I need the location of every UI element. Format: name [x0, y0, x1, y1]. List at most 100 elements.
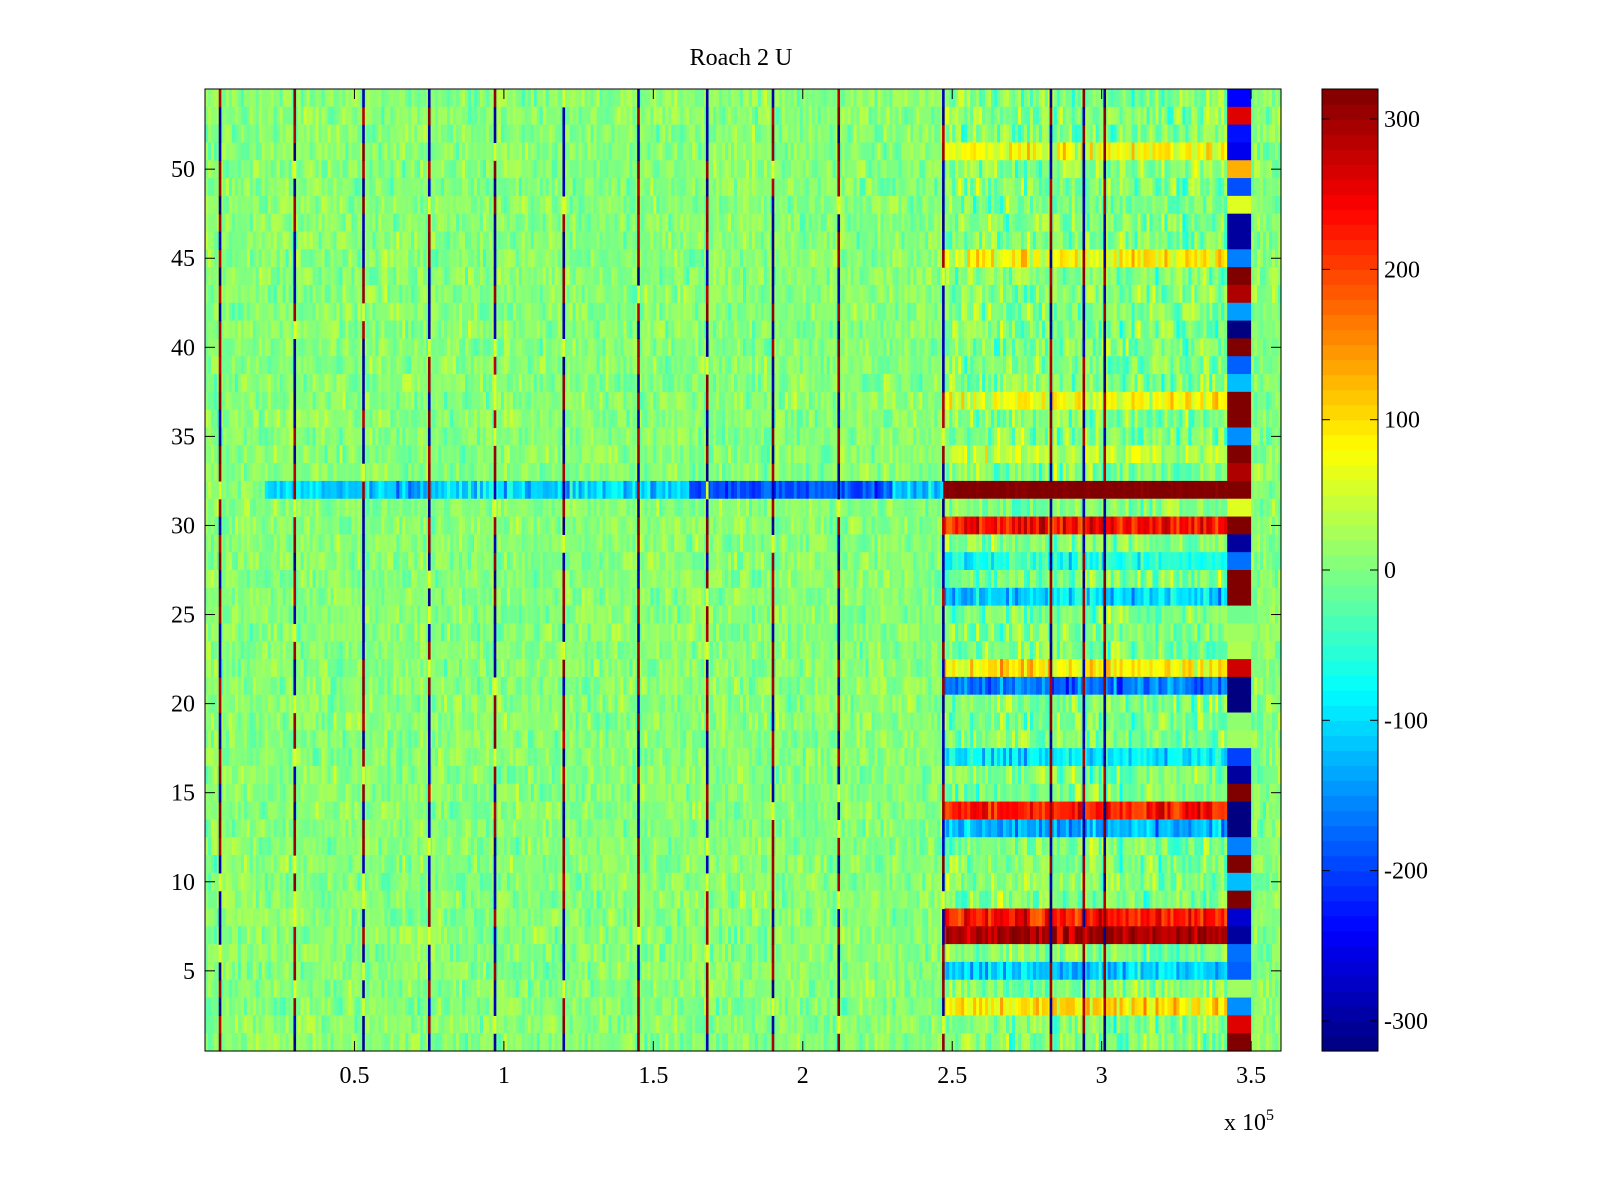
heatmap-cell [509, 302, 514, 322]
heatmap-cell [333, 284, 338, 304]
heatmap-cell [734, 160, 738, 179]
heatmap-cell [707, 106, 711, 126]
heatmap-cell [342, 302, 347, 322]
heatmap-cell [716, 284, 720, 304]
heatmap-cell [868, 160, 873, 179]
heatmap-cell [1140, 160, 1145, 179]
heatmap-cell [228, 213, 233, 233]
heatmap-cell [369, 195, 373, 215]
heatmap-cell [363, 106, 367, 126]
heatmap-cell [399, 178, 403, 197]
heatmap-cell [1044, 178, 1049, 197]
heatmap-cell [300, 249, 305, 268]
heatmap-cell [910, 302, 914, 322]
heatmap-cell [907, 267, 911, 286]
heatmap-cell [719, 267, 723, 286]
heatmap-cell [252, 267, 257, 286]
heatmap-cell [832, 231, 837, 250]
heatmap-cell [1122, 89, 1127, 108]
heatmap-cell [521, 160, 526, 179]
heatmap-cell [462, 124, 466, 144]
heatmap-cell [862, 302, 867, 322]
heatmap-cell [898, 213, 903, 233]
heatmap-cell [557, 89, 562, 108]
heatmap-cell [1143, 178, 1148, 197]
heatmap-cell [515, 106, 520, 126]
heatmap-cell [357, 267, 362, 286]
heatmap-cell [411, 160, 415, 179]
heatmap-cell [1212, 284, 1216, 304]
heatmap-cell [207, 142, 212, 161]
heatmap-cell [979, 284, 983, 304]
heatmap-cell [441, 160, 445, 179]
heatmap-cell [285, 142, 290, 161]
heatmap-cell [497, 195, 502, 215]
heatmap-cell [796, 249, 801, 268]
heatmap-cell [465, 302, 469, 322]
heatmap-cell [1269, 249, 1273, 268]
heatmap-cell [1000, 178, 1004, 197]
heatmap-cell [1086, 302, 1091, 322]
heatmap-cell [462, 195, 466, 215]
heatmap-cell [1215, 302, 1219, 322]
heatmap-cell [805, 249, 810, 268]
heatmap-cell [874, 106, 879, 126]
heatmap-cell [459, 267, 463, 286]
heatmap-cell [524, 284, 529, 304]
heatmap-cell [205, 195, 209, 215]
heatmap-cell [375, 124, 379, 144]
heatmap-cell [294, 267, 299, 286]
heatmap-cell [626, 124, 631, 144]
heatmap-cell [1224, 231, 1228, 250]
heatmap-cell [471, 142, 475, 161]
heatmap-cell [1239, 302, 1243, 322]
heatmap-cell [435, 178, 439, 197]
heatmap-cell [1134, 267, 1139, 286]
heatmap-cell [1182, 142, 1186, 161]
heatmap-cell [539, 320, 544, 339]
heatmap-cell [1023, 195, 1028, 215]
heatmap-cell [1263, 267, 1267, 286]
heatmap-cell [324, 302, 329, 322]
heatmap-cell [865, 284, 870, 304]
heatmap-cell [949, 267, 953, 286]
heatmap-plot-area[interactable] [204, 88, 1282, 1052]
heatmap-cell [713, 178, 717, 197]
heatmap-cell [793, 249, 798, 268]
heatmap-cell [1104, 142, 1109, 161]
heatmap-cell [701, 195, 705, 215]
heatmap-cell [276, 320, 281, 339]
heatmap-cell [886, 267, 891, 286]
heatmap-cell [802, 320, 807, 339]
heatmap-cell [713, 106, 717, 126]
heatmap-cell [441, 267, 445, 286]
heatmap-cell [620, 195, 625, 215]
heatmap-cell [760, 249, 765, 268]
heatmap-cell [1068, 142, 1073, 161]
heatmap-cell [569, 284, 574, 304]
heatmap-cell [665, 320, 669, 339]
heatmap-cell [988, 231, 992, 250]
heatmap-cell [731, 178, 735, 197]
heatmap-cell [509, 142, 514, 161]
heatmap-cell [766, 302, 771, 322]
heatmap-cell [680, 195, 684, 215]
heatmap-cell [1104, 106, 1109, 126]
heatmap-cell [874, 89, 879, 108]
heatmap-cell [611, 160, 616, 179]
heatmap-cell [1263, 178, 1267, 197]
heatmap-cell [1137, 195, 1142, 215]
heatmap-cell [399, 302, 403, 322]
heatmap-cell [695, 231, 699, 250]
heatmap-cell [557, 142, 562, 161]
heatmap-cell [414, 106, 418, 126]
heatmap-cell [593, 142, 598, 161]
heatmap-cell [1089, 195, 1094, 215]
heatmap-cell [793, 106, 798, 126]
heatmap-cell [802, 106, 807, 126]
heatmap-cell [423, 106, 427, 126]
heatmap-cell [488, 249, 493, 268]
heatmap-cell [814, 124, 819, 144]
heatmap-cell [1056, 231, 1061, 250]
heatmap-cell [877, 160, 882, 179]
